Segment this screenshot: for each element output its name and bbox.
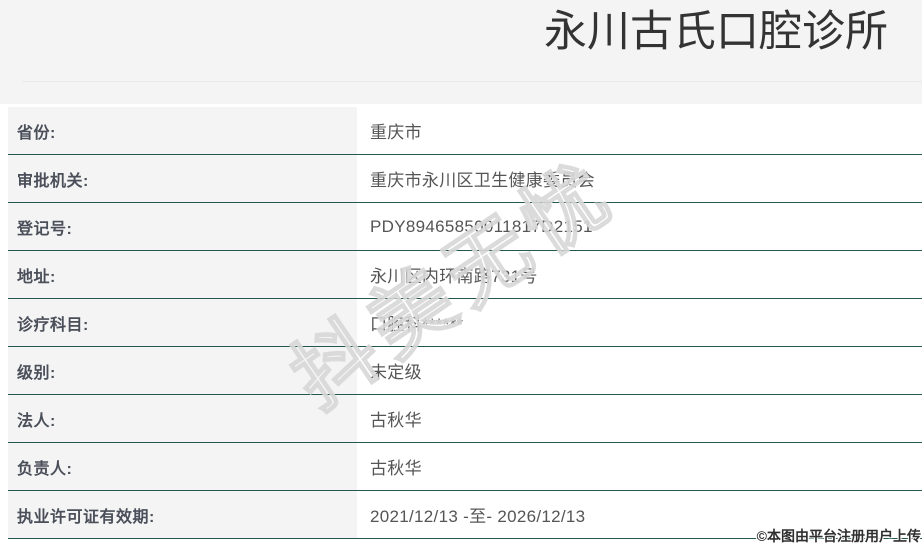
- row-value: 口腔科******: [357, 299, 922, 346]
- table-row-legal-person: 法人: 古秋华: [8, 395, 922, 443]
- clinic-info-table: 省份: 重庆市 审批机关: 重庆市永川区卫生健康委员会 登记号: PDY8946…: [8, 107, 922, 539]
- row-value: 古秋华: [357, 395, 922, 442]
- row-label: 审批机关:: [8, 155, 357, 202]
- copyright-stamp: ©本图由平台注册用户上传: [756, 528, 921, 544]
- row-value: 未定级: [357, 347, 922, 394]
- clinic-title: 永川古氏口腔诊所: [544, 8, 888, 56]
- row-label: 诊疗科目:: [8, 299, 357, 346]
- table-row-level: 级别: 未定级: [8, 347, 922, 395]
- row-label: 地址:: [8, 251, 357, 298]
- table-row-license-validity: 执业许可证有效期: 2021/12/13 -至- 2026/12/13: [8, 491, 922, 539]
- row-value: 重庆市永川区卫生健康委员会: [357, 155, 922, 202]
- row-value: 古秋华: [357, 443, 922, 490]
- row-label: 级别:: [8, 347, 357, 394]
- table-row-treatment-subjects: 诊疗科目: 口腔科******: [8, 299, 922, 347]
- row-value: 2021/12/13 -至- 2026/12/13: [357, 491, 922, 538]
- page-header: 永川古氏口腔诊所: [0, 0, 922, 104]
- row-value: PDY89465850011817D2151: [357, 203, 922, 250]
- table-row-person-in-charge: 负责人: 古秋华: [8, 443, 922, 491]
- row-label: 省份:: [8, 107, 357, 154]
- table-row-province: 省份: 重庆市: [8, 107, 922, 155]
- table-row-approval-authority: 审批机关: 重庆市永川区卫生健康委员会: [8, 155, 922, 203]
- row-label: 执业许可证有效期:: [8, 491, 357, 538]
- row-label: 法人:: [8, 395, 357, 442]
- header-divider: [22, 81, 922, 82]
- row-label: 负责人:: [8, 443, 357, 490]
- table-row-address: 地址: 永川区内环南路731号: [8, 251, 922, 299]
- table-row-registration-number: 登记号: PDY89465850011817D2151: [8, 203, 922, 251]
- row-label: 登记号:: [8, 203, 357, 250]
- row-value: 永川区内环南路731号: [357, 251, 922, 298]
- row-value: 重庆市: [357, 107, 922, 154]
